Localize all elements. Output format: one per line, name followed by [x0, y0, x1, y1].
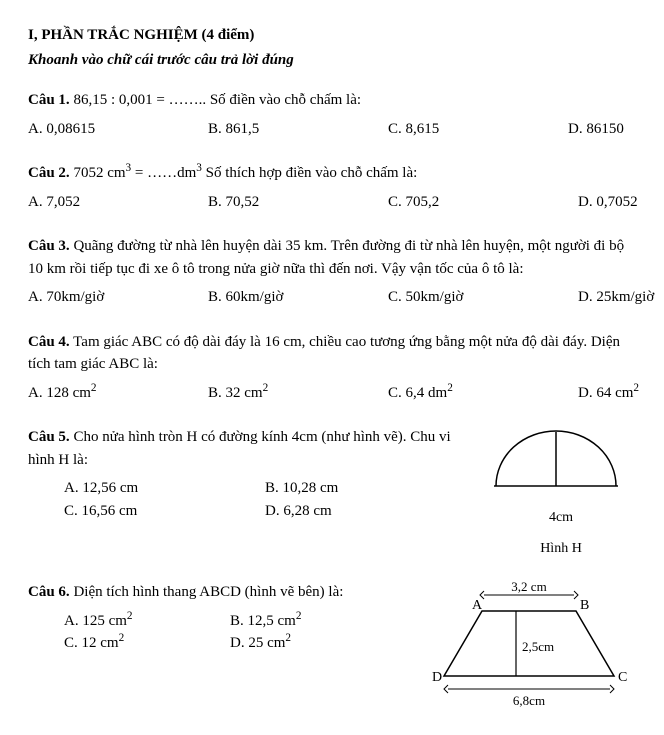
- q1-opt-b: B. 861,5: [208, 118, 388, 141]
- q2-prompt-post: Số thích hợp điền vào chỗ chấm là:: [202, 165, 417, 181]
- q6-top-label: 3,2 cm: [511, 581, 546, 594]
- q3-opt-b: B. 60km/giờ: [208, 286, 388, 309]
- q6-bottom-label: 6,8cm: [513, 693, 545, 708]
- q5-figure: 4cm Hình H: [486, 426, 636, 559]
- question-3: Câu 3. Quãng đường từ nhà lên huyện dài …: [28, 235, 636, 309]
- q6-opt-d: D. 25 cm2: [230, 632, 396, 655]
- q4-opt-b: B. 32 cm2: [208, 382, 388, 405]
- q5-opt-a: A. 12,56 cm: [64, 477, 265, 500]
- q4-opt-d: D. 64 cm2: [578, 382, 664, 405]
- q2-opt-a: A. 7,052: [28, 191, 208, 214]
- q6-prompt: Diện tích hình thang ABCD (hình vẽ bên) …: [70, 584, 344, 600]
- q1-opt-c: C. 8,615: [388, 118, 568, 141]
- question-6: Câu 6. Diện tích hình thang ABCD (hình v…: [28, 581, 636, 711]
- q5-opt-d: D. 6,28 cm: [265, 500, 466, 523]
- q1-options: A. 0,08615 B. 861,5 C. 8,615 D. 86150: [28, 118, 636, 141]
- semicircle-icon: [486, 426, 636, 501]
- trapezoid-icon: 3,2 cm 2,5cm A B C D 6,8cm: [416, 581, 636, 711]
- q3-opt-a: A. 70km/giờ: [28, 286, 208, 309]
- q2-opt-c: C. 705,2: [388, 191, 578, 214]
- q5-options: A. 12,56 cm B. 10,28 cm C. 16,56 cm D. 6…: [28, 477, 466, 522]
- q5-label: Câu 5.: [28, 429, 70, 445]
- q1-opt-d: D. 86150: [568, 118, 664, 141]
- q6-height-label: 2,5cm: [522, 639, 554, 654]
- question-5: Câu 5. Cho nửa hình tròn H có đường kính…: [28, 426, 636, 559]
- q4-options: A. 128 cm2 B. 32 cm2 C. 6,4 dm2 D. 64 cm…: [28, 382, 636, 405]
- q5-caption: Hình H: [486, 538, 636, 559]
- q5-opt-c: C. 16,56 cm: [64, 500, 265, 523]
- q6-opt-a: A. 125 cm2: [64, 610, 230, 633]
- q2-label: Câu 2.: [28, 165, 70, 181]
- q5-text: Câu 5. Cho nửa hình tròn H có đường kính…: [28, 426, 466, 471]
- q5-prompt: Cho nửa hình tròn H có đường kính 4cm (n…: [28, 429, 451, 468]
- q5-opt-b: B. 10,28 cm: [265, 477, 466, 500]
- q6-vertex-c: C: [618, 670, 627, 685]
- q6-vertex-b: B: [580, 598, 589, 613]
- q4-prompt: Tam giác ABC có độ dài đáy là 16 cm, chi…: [28, 334, 620, 373]
- question-1: Câu 1. 86,15 : 0,001 = …….. Số điền vào …: [28, 89, 636, 140]
- q4-opt-c: C. 6,4 dm2: [388, 382, 578, 405]
- q3-prompt: Quãng đường từ nhà lên huyện dài 35 km. …: [28, 238, 624, 277]
- q6-vertex-a: A: [472, 598, 483, 613]
- q4-label: Câu 4.: [28, 334, 70, 350]
- q6-figure: 3,2 cm 2,5cm A B C D 6,8cm: [416, 581, 636, 711]
- q1-prompt: 86,15 : 0,001 = …….. Số điền vào chỗ chấ…: [70, 92, 361, 108]
- q3-label: Câu 3.: [28, 238, 70, 254]
- q3-opt-d: D. 25km/giờ: [578, 286, 664, 309]
- q2-options: A. 7,052 B. 70,52 C. 705,2 D. 0,7052: [28, 191, 636, 214]
- q3-opt-c: C. 50km/giờ: [388, 286, 578, 309]
- q4-text: Câu 4. Tam giác ABC có độ dài đáy là 16 …: [28, 331, 636, 376]
- q6-vertex-d: D: [432, 670, 442, 685]
- q6-opt-b: B. 12,5 cm2: [230, 610, 396, 633]
- q2-opt-b: B. 70,52: [208, 191, 388, 214]
- q6-label: Câu 6.: [28, 584, 70, 600]
- q1-opt-a: A. 0,08615: [28, 118, 208, 141]
- q5-radius-label: 4cm: [486, 507, 636, 528]
- q1-label: Câu 1.: [28, 92, 70, 108]
- question-2: Câu 2. 7052 cm3 = ……dm3 Số thích hợp điề…: [28, 162, 636, 213]
- q1-text: Câu 1. 86,15 : 0,001 = …….. Số điền vào …: [28, 89, 636, 112]
- question-4: Câu 4. Tam giác ABC có độ dài đáy là 16 …: [28, 331, 636, 405]
- q4-opt-a: A. 128 cm2: [28, 382, 208, 405]
- q2-opt-d: D. 0,7052: [578, 191, 664, 214]
- section-instruction: Khoanh vào chữ cái trước câu trả lời đún…: [28, 49, 636, 72]
- q2-text: Câu 2. 7052 cm3 = ……dm3 Số thích hợp điề…: [28, 162, 636, 185]
- q6-opt-c: C. 12 cm2: [64, 632, 230, 655]
- q6-text: Câu 6. Diện tích hình thang ABCD (hình v…: [28, 581, 396, 604]
- q2-prompt-pre: 7052 cm: [70, 165, 126, 181]
- q3-text: Câu 3. Quãng đường từ nhà lên huyện dài …: [28, 235, 636, 280]
- q2-prompt-mid: = ……dm: [131, 165, 196, 181]
- q6-options: A. 125 cm2 B. 12,5 cm2 C. 12 cm2 D. 25 c…: [28, 610, 396, 655]
- q3-options: A. 70km/giờ B. 60km/giờ C. 50km/giờ D. 2…: [28, 286, 636, 309]
- section-title: I, PHẦN TRẮC NGHIỆM (4 điểm): [28, 24, 636, 47]
